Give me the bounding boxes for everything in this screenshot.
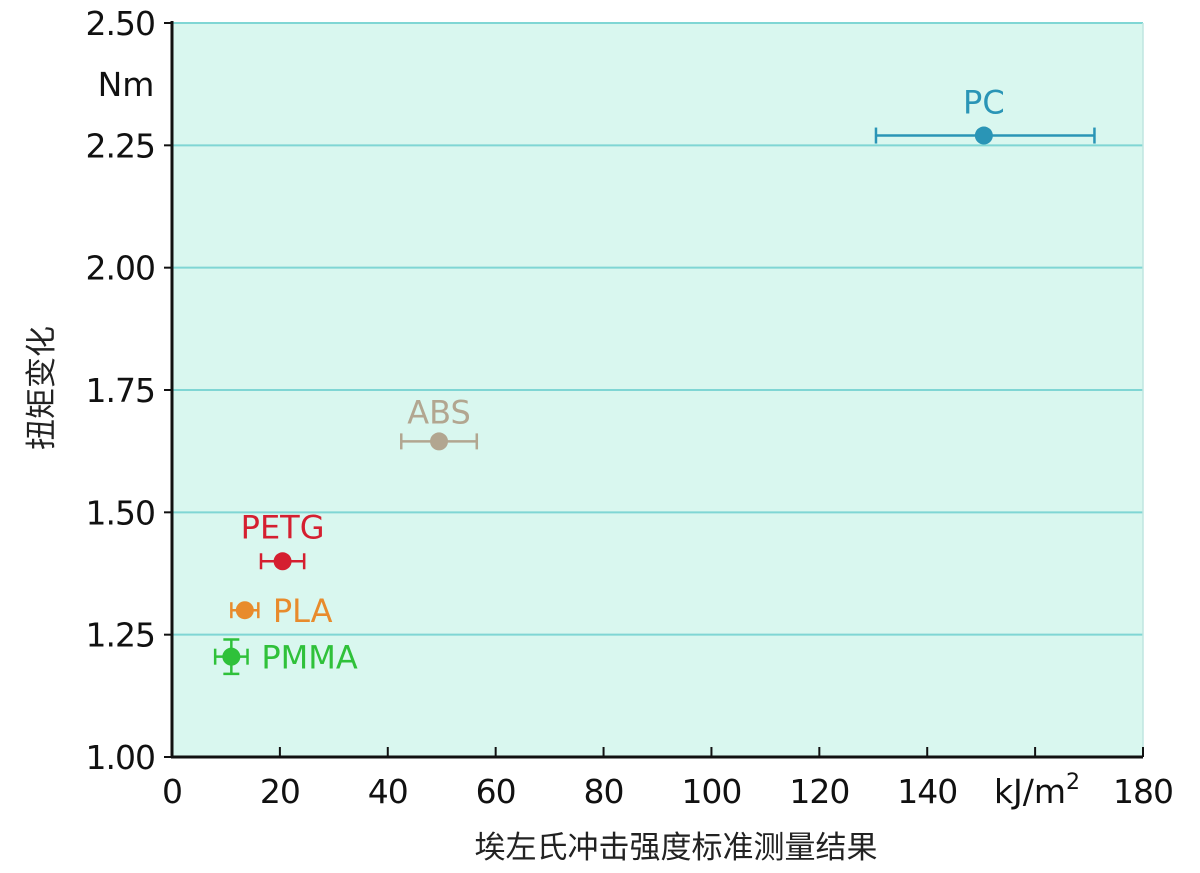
data-point-pc: PC <box>874 84 1096 145</box>
point-marker <box>974 126 993 145</box>
point-label: ABS <box>407 393 471 431</box>
point-label: PMMA <box>261 639 358 677</box>
x-unit-label: kJ/m2 <box>994 770 1080 811</box>
x-tick-label: 20 <box>260 772 300 811</box>
y-tick-label: 2.00 <box>86 249 155 288</box>
point-marker <box>222 647 241 666</box>
y-tick-label: 1.00 <box>86 738 155 777</box>
y-unit-label: Nm <box>98 65 155 104</box>
data-point-petg: PETG <box>241 508 325 571</box>
y-tick-label: 2.25 <box>86 126 155 165</box>
point-marker <box>430 432 449 451</box>
axes <box>164 21 1144 759</box>
x-tick-label: 60 <box>476 772 516 811</box>
y-tick-label: 1.50 <box>86 493 155 532</box>
y-tick-label: 1.25 <box>86 616 155 655</box>
x-tick-label: 120 <box>789 772 849 811</box>
point-marker <box>235 601 254 620</box>
data-points: PC ABS PETG PLA PMMA <box>213 84 1096 677</box>
point-label: PLA <box>273 592 333 630</box>
point-marker <box>273 552 292 571</box>
point-label: PETG <box>241 508 325 546</box>
data-point-pla: PLA <box>230 592 333 630</box>
point-label: PC <box>963 84 1005 122</box>
y-axis-title: 扭矩变化 <box>24 326 60 450</box>
x-tick-label: 40 <box>368 772 408 811</box>
y-tick-label: 2.50 <box>86 4 155 43</box>
x-tick-label: 100 <box>681 772 741 811</box>
x-unit-exponent: 2 <box>1066 770 1080 795</box>
tick-labels: 0 20 40 60 80 100 120 140 180 1.00 1.25 1.50 1.75 2.0… <box>86 4 1174 811</box>
x-unit-base: kJ/m <box>994 772 1066 811</box>
x-axis-title: 埃左氏冲击强度标准测量结果 <box>475 830 878 866</box>
x-tick-label: 180 <box>1113 772 1173 811</box>
grid-lines <box>172 22 1143 636</box>
data-point-abs: ABS <box>400 393 479 451</box>
y-tick-label: 1.75 <box>86 371 155 410</box>
x-tick-label: 0 <box>162 772 182 811</box>
x-tick-label: 140 <box>897 772 957 811</box>
x-tick-label: 80 <box>584 772 624 811</box>
data-point-pmma: PMMA <box>213 638 358 677</box>
